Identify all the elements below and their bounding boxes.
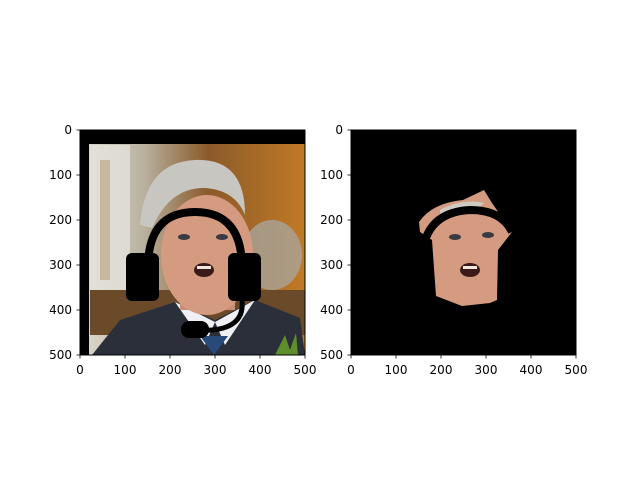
y-tick-label: 0: [335, 123, 343, 137]
x-tick-label: 300: [204, 363, 227, 377]
x-tick-label: 300: [475, 363, 498, 377]
y-tick-label: 0: [64, 123, 72, 137]
y-tick-label: 300: [320, 258, 343, 272]
x-tick-label: 200: [430, 363, 453, 377]
x-tick-label: 100: [114, 363, 137, 377]
right-y-ticks: 0 100 200 300 400 500: [320, 123, 351, 362]
left-y-ticks: 0 100 200 300 400 500: [49, 123, 80, 362]
left-photo: [80, 130, 305, 355]
y-tick-label: 500: [320, 348, 343, 362]
x-tick-label: 100: [385, 363, 408, 377]
right-x-ticks: 0 100 200 300 400 500: [347, 355, 587, 377]
x-tick-label: 500: [565, 363, 588, 377]
y-tick-label: 400: [320, 303, 343, 317]
y-tick-label: 200: [320, 213, 343, 227]
right-image-panel: 0 100 200 300 400 500 0 100 200 300 400 …: [320, 123, 587, 377]
y-tick-label: 500: [49, 348, 72, 362]
y-tick-label: 400: [49, 303, 72, 317]
left-axes-frame: [79, 129, 306, 356]
right-photo: [351, 130, 576, 355]
x-tick-label: 200: [159, 363, 182, 377]
y-tick-label: 200: [49, 213, 72, 227]
right-axes-frame: [350, 129, 577, 356]
x-tick-label: 0: [76, 363, 84, 377]
left-image-panel: 0 100 200 300 400 500 0 100 200 300 400 …: [49, 123, 316, 377]
y-tick-label: 300: [49, 258, 72, 272]
y-tick-label: 100: [49, 168, 72, 182]
x-tick-label: 400: [520, 363, 543, 377]
y-tick-label: 100: [320, 168, 343, 182]
left-x-ticks: 0 100 200 300 400 500: [76, 355, 316, 377]
x-tick-label: 500: [294, 363, 317, 377]
x-tick-label: 400: [249, 363, 272, 377]
x-tick-label: 0: [347, 363, 355, 377]
